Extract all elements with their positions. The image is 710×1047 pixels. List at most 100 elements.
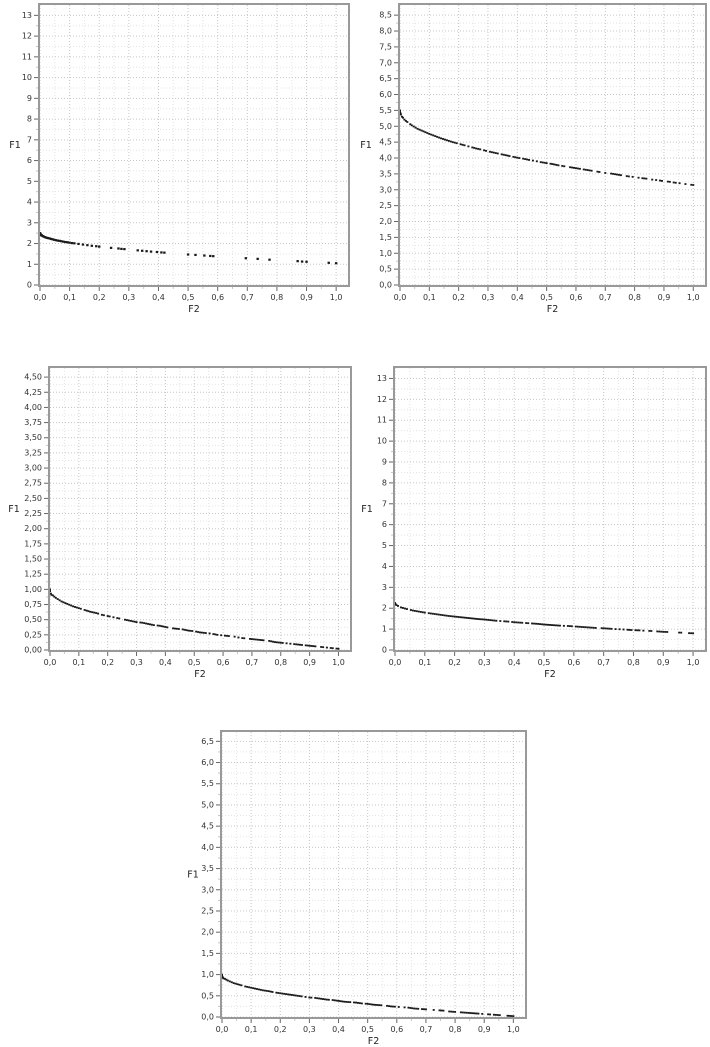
svg-text:0,8: 0,8 xyxy=(449,1025,462,1034)
svg-text:0,3: 0,3 xyxy=(482,293,495,302)
svg-text:2,00: 2,00 xyxy=(24,524,42,533)
svg-text:0,9: 0,9 xyxy=(300,293,313,302)
svg-text:0,9: 0,9 xyxy=(658,293,671,302)
svg-text:10: 10 xyxy=(377,437,387,446)
svg-text:0,1: 0,1 xyxy=(72,658,85,667)
major-gridlines xyxy=(39,5,348,286)
svg-text:4,00: 4,00 xyxy=(24,403,42,412)
svg-text:1: 1 xyxy=(382,625,387,634)
minor-gridlines xyxy=(395,368,705,650)
axis-ticks xyxy=(394,14,694,291)
svg-text:0,6: 0,6 xyxy=(567,658,580,667)
svg-text:7: 7 xyxy=(27,135,32,144)
svg-text:0,7: 0,7 xyxy=(241,293,254,302)
y-tick-labels: 0,00 0,25 0,50 0,75 1,00 1,25 1,50 1,75 2,00 2,25… xyxy=(24,373,42,655)
svg-text:0,4: 0,4 xyxy=(332,1025,345,1034)
svg-text:5: 5 xyxy=(27,177,32,186)
svg-text:0,4: 0,4 xyxy=(511,293,524,302)
svg-text:1,0: 1,0 xyxy=(332,658,345,667)
chart-canvas-bottom-center: 0,0 0,1 0,2 0,3 0,4 0,5 0,6 0,7 0,8 0,9 1,0 0,0 0,5 1… xyxy=(187,730,527,1047)
y-axis-title: F1 xyxy=(187,870,199,881)
y-tick-labels: 0,0 0,5 1,0 1,5 2,0 2,5 3,0 3,5 4,0 4,5 5,0 5,5 6,0 6… xyxy=(379,11,392,290)
svg-text:2,5: 2,5 xyxy=(201,906,214,915)
data-points xyxy=(394,602,695,635)
svg-text:6,5: 6,5 xyxy=(379,74,392,83)
svg-text:0,3: 0,3 xyxy=(122,293,135,302)
svg-text:11: 11 xyxy=(22,52,32,61)
svg-text:1,5: 1,5 xyxy=(201,949,214,958)
svg-text:0,4: 0,4 xyxy=(159,658,172,667)
svg-text:0,2: 0,2 xyxy=(101,658,114,667)
svg-text:7,0: 7,0 xyxy=(379,58,392,67)
svg-text:4: 4 xyxy=(27,198,32,207)
svg-text:1,0: 1,0 xyxy=(687,293,700,302)
x-axis-title: F2 xyxy=(194,669,206,680)
axis-ticks xyxy=(216,740,514,1023)
plot-border xyxy=(38,3,350,287)
svg-text:0: 0 xyxy=(27,281,32,290)
svg-text:0,8: 0,8 xyxy=(627,658,640,667)
svg-text:6,0: 6,0 xyxy=(201,758,214,767)
plot-border xyxy=(398,3,707,287)
x-tick-labels: 0,0 0,1 0,2 0,3 0,4 0,5 0,6 0,7 0,8 0,9 1,0 xyxy=(34,293,343,302)
axis-ticks xyxy=(389,377,694,656)
svg-text:0,3: 0,3 xyxy=(478,658,491,667)
svg-text:0,8: 0,8 xyxy=(271,293,284,302)
svg-text:1,0: 1,0 xyxy=(687,658,700,667)
svg-text:0,5: 0,5 xyxy=(540,293,553,302)
svg-text:2,25: 2,25 xyxy=(24,509,42,518)
svg-text:5,0: 5,0 xyxy=(379,122,392,131)
svg-text:0,6: 0,6 xyxy=(217,658,230,667)
major-gridlines xyxy=(221,732,525,1018)
svg-text:9: 9 xyxy=(382,458,387,467)
svg-text:4,0: 4,0 xyxy=(201,843,214,852)
svg-text:0,2: 0,2 xyxy=(274,1025,287,1034)
svg-text:0,6: 0,6 xyxy=(390,1025,403,1034)
svg-text:0,6: 0,6 xyxy=(211,293,224,302)
svg-text:5,0: 5,0 xyxy=(201,800,214,809)
svg-text:3,00: 3,00 xyxy=(24,464,42,473)
chart-canvas-top-right: 0,0 0,1 0,2 0,3 0,4 0,5 0,6 0,7 0,8 0,9 1,0 0,0 0,5 1… xyxy=(360,3,707,315)
chart-panel-middle-right: 0,0 0,1 0,2 0,3 0,4 0,5 0,6 0,7 0,8 0,9 1,0 0 1 2 3 4 5 6… xyxy=(356,363,708,683)
svg-text:0,0: 0,0 xyxy=(34,293,47,302)
svg-text:0,7: 0,7 xyxy=(420,1025,433,1034)
svg-text:4,0: 4,0 xyxy=(379,154,392,163)
svg-text:0,0: 0,0 xyxy=(394,293,407,302)
svg-text:1,75: 1,75 xyxy=(24,539,42,548)
chart-panel-bottom-center: 0,0 0,1 0,2 0,3 0,4 0,5 0,6 0,7 0,8 0,9 1,0 0,0 0,5 1… xyxy=(178,727,530,1047)
svg-text:0,5: 0,5 xyxy=(379,265,392,274)
svg-text:0,9: 0,9 xyxy=(478,1025,491,1034)
svg-text:1,0: 1,0 xyxy=(507,1025,520,1034)
svg-text:13: 13 xyxy=(377,374,387,383)
svg-text:2,75: 2,75 xyxy=(24,479,42,488)
svg-text:8,0: 8,0 xyxy=(379,27,392,36)
plot-border xyxy=(48,366,352,652)
svg-text:3,0: 3,0 xyxy=(201,885,214,894)
svg-text:0,5: 0,5 xyxy=(361,1025,374,1034)
svg-text:0,2: 0,2 xyxy=(93,293,106,302)
x-axis-title: F2 xyxy=(368,1036,380,1047)
svg-text:5,5: 5,5 xyxy=(379,106,392,115)
svg-text:2: 2 xyxy=(27,239,32,248)
svg-text:0,0: 0,0 xyxy=(379,281,392,290)
svg-text:3,25: 3,25 xyxy=(24,448,42,457)
svg-text:1: 1 xyxy=(27,260,32,269)
svg-text:2,0: 2,0 xyxy=(201,928,214,937)
svg-text:0,1: 0,1 xyxy=(418,658,431,667)
svg-text:3: 3 xyxy=(382,583,387,592)
svg-text:0,5: 0,5 xyxy=(201,991,214,1000)
svg-text:4,5: 4,5 xyxy=(379,138,392,147)
svg-text:8: 8 xyxy=(382,478,387,487)
svg-text:0,7: 0,7 xyxy=(597,658,610,667)
x-tick-labels: 0,0 0,1 0,2 0,3 0,4 0,5 0,6 0,7 0,8 0,9 1,0 xyxy=(44,658,345,667)
minor-gridlines xyxy=(40,5,348,285)
svg-text:4,50: 4,50 xyxy=(24,373,42,382)
y-axis-title: F1 xyxy=(9,140,21,151)
svg-text:0,8: 0,8 xyxy=(628,293,641,302)
svg-text:0,25: 0,25 xyxy=(24,630,42,639)
svg-text:6: 6 xyxy=(27,156,32,165)
svg-text:0,3: 0,3 xyxy=(303,1025,316,1034)
svg-text:0,8: 0,8 xyxy=(274,658,287,667)
plot-border xyxy=(393,366,707,652)
